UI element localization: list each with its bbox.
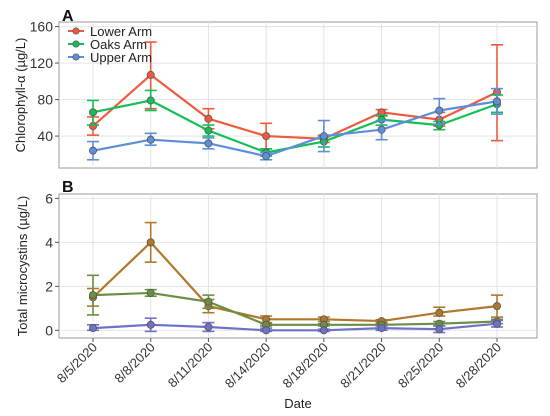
panel-b-plot-area: [58, 193, 538, 339]
panel-a-y-ticks: 40 80 120 160: [30, 19, 59, 144]
panel-b: B 0 2 4 6 Total microcystins (µg/L) 8/5/202…: [15, 179, 538, 411]
x-tick-label: 8/14/2020: [222, 340, 274, 392]
panel-b-oaks-arm-line: [92, 291, 498, 326]
panel-b-upper-arm-point: [204, 323, 213, 332]
x-axis-tick-labels: 8/5/2020 8/8/2020 8/11/2020 8/14/2020 8/18/2…: [54, 338, 504, 391]
panel-b-upper-arm-point: [319, 326, 328, 335]
panel-a-upper-arm-point: [146, 135, 155, 144]
x-tick-label: 8/28/2020: [453, 340, 505, 392]
panel-a-upper-arm-point: [319, 132, 328, 141]
legend-oaks-arm-swatch-point: [72, 40, 80, 48]
panel-b-label: B: [62, 179, 74, 196]
legend-upper-arm-label: Upper Arm: [90, 50, 152, 65]
x-tick-label: 8/18/2020: [279, 340, 331, 392]
panel-b-y-axis-label: Total microcystins (µg/L): [15, 196, 30, 336]
panel-b-y-tick-label: 4: [45, 234, 53, 250]
panel-a-oaks-arm-point: [146, 96, 155, 105]
panel-b-upper-arm-point: [262, 326, 271, 335]
panel-b-y-tick-label: 6: [45, 190, 53, 206]
panel-b-upper-arm-point: [492, 319, 501, 328]
panel-b-upper-arm-line: [92, 322, 498, 332]
panel-a-y-tick-label: 80: [37, 92, 53, 108]
x-tick-label: 8/11/2020: [165, 340, 216, 391]
x-tick-label: 8/5/2020: [54, 340, 100, 386]
panel-a-lower-arm-line: [92, 73, 498, 140]
panel-a-lower-arm-point: [204, 114, 213, 123]
panel-a-oaks-arm-point: [89, 108, 98, 117]
panel-a-upper-arm-point: [492, 97, 501, 106]
panel-b-oaks-arm-point: [89, 291, 98, 300]
panel-a: A 40 80 120 160 Chlorophyll-α (µg/L) Lower …: [13, 8, 538, 169]
panel-b-oaks-arm-point: [204, 297, 213, 306]
panel-b-series: [87, 221, 503, 335]
panel-a-upper-arm-line: [92, 100, 498, 158]
panel-b-lower-arm-line: [92, 241, 498, 323]
panel-b-y-ticks: 0 2 4 6: [45, 190, 59, 338]
panel-b-upper-arm-point: [435, 325, 444, 334]
panel-a-upper-arm-point: [435, 106, 444, 115]
panel-a-lower-arm-point: [262, 132, 271, 141]
panel-a-y-tick-label: 120: [30, 55, 54, 71]
panel-b-oaks-arm-point: [146, 288, 155, 297]
x-tick-label: 8/21/2020: [337, 340, 389, 392]
panel-a-upper-arm-point: [262, 152, 271, 161]
panel-b-y-tick-label: 2: [45, 278, 53, 294]
panel-a-upper-arm-point: [204, 139, 213, 148]
panel-a-lower-arm-point: [146, 70, 155, 79]
x-tick-label: 8/25/2020: [395, 340, 447, 392]
panel-b-lower-arm-point: [492, 302, 501, 311]
x-axis-label: Date: [284, 396, 311, 411]
panel-a-series: [87, 41, 503, 161]
panel-a-upper-arm-point: [89, 146, 98, 155]
x-tick-label: 8/8/2020: [111, 340, 157, 386]
panel-b-y-tick-label: 0: [45, 322, 53, 338]
panel-a-y-tick-label: 160: [30, 19, 54, 35]
panel-a-plot-area: [58, 21, 538, 169]
panel-a-y-axis-label: Chlorophyll-α (µg/L): [13, 38, 28, 153]
legend-lower-arm-label: Lower Arm: [90, 24, 152, 39]
legend-upper-arm-swatch-point: [72, 53, 80, 61]
panel-b-upper-arm-point: [377, 324, 386, 333]
legend-lower-arm-swatch-point: [72, 27, 80, 35]
panel-a-oaks-arm-point: [204, 126, 213, 135]
panel-a-y-tick-label: 40: [37, 128, 53, 144]
panel-b-grid: [59, 194, 537, 338]
panel-b-upper-arm-point: [89, 324, 98, 333]
panel-b-lower-arm-point: [435, 308, 444, 317]
panel-b-lower-arm-point: [146, 238, 155, 247]
panel-a-upper-arm-point: [377, 125, 386, 134]
panel-a-label: A: [62, 8, 74, 25]
legend-oaks-arm-label: Oaks Arm: [90, 37, 147, 52]
panel-b-upper-arm-point: [146, 320, 155, 329]
